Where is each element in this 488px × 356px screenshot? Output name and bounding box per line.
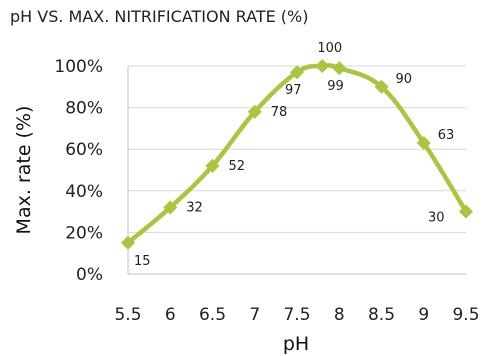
- x-tick-label: 8.5: [368, 305, 395, 325]
- data-label: 15: [134, 254, 151, 269]
- y-tick-labels: 0% 20% 40% 60% 80% 100%: [54, 57, 103, 285]
- y-tick-label: 40%: [65, 182, 103, 202]
- data-label: 52: [229, 159, 246, 174]
- y-tick-label: 60%: [65, 140, 103, 160]
- data-label: 63: [438, 128, 455, 143]
- y-tick-label: 20%: [65, 223, 103, 243]
- data-point: [459, 204, 473, 219]
- x-tick-label: 7.5: [283, 305, 310, 325]
- data-label: 90: [396, 72, 413, 87]
- data-labels: 15 32 52 78 97 100 99 90 63 30: [134, 41, 454, 269]
- data-label: 78: [271, 105, 288, 120]
- x-axis-title: pH: [283, 333, 309, 355]
- x-tick-label: 7: [249, 305, 260, 325]
- x-tick-label: 6.5: [199, 305, 226, 325]
- y-tick-label: 80%: [65, 99, 103, 119]
- x-tick-label: 5.5: [114, 305, 141, 325]
- markers: [121, 59, 473, 250]
- data-label: 30: [428, 211, 445, 226]
- series-group: [125, 63, 469, 246]
- chart-title: pH VS. MAX. NITRIFICATION RATE (%): [10, 7, 309, 26]
- x-tick-label: 9.5: [452, 305, 479, 325]
- data-point: [315, 59, 330, 73]
- data-label: 100: [317, 41, 342, 56]
- data-point: [121, 235, 135, 250]
- data-point: [163, 200, 178, 215]
- y-axis-title: Max. rate (%): [13, 106, 35, 235]
- data-label: 99: [327, 79, 344, 94]
- data-point: [416, 135, 431, 150]
- y-tick-label: 0%: [76, 265, 103, 285]
- data-point: [332, 61, 347, 76]
- x-tick-label: 8: [334, 305, 345, 325]
- series-line: [125, 63, 469, 246]
- y-tick-label: 100%: [54, 57, 103, 77]
- data-point: [374, 79, 389, 94]
- x-tick-label: 6: [165, 305, 176, 325]
- data-label: 97: [285, 83, 302, 98]
- x-tick-labels: 5.5 6 6.5 7 7.5 8 8.5 9 9.5: [114, 305, 479, 325]
- data-label: 32: [186, 200, 203, 215]
- x-tick-label: 9: [418, 305, 429, 325]
- data-point: [290, 65, 304, 80]
- data-point: [205, 158, 220, 173]
- data-point: [247, 104, 262, 119]
